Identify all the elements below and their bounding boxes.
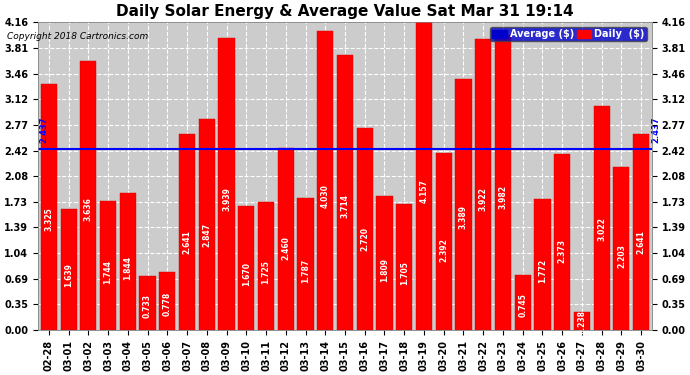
Bar <box>238 206 255 330</box>
Bar <box>416 22 432 330</box>
Text: 2.437: 2.437 <box>39 117 48 144</box>
Bar <box>199 119 215 330</box>
Bar <box>159 272 175 330</box>
Bar <box>258 202 274 330</box>
Text: 3.922: 3.922 <box>479 187 488 211</box>
Bar <box>633 134 649 330</box>
Bar <box>593 106 610 330</box>
Bar <box>554 154 570 330</box>
Text: 3.389: 3.389 <box>459 205 468 229</box>
Bar <box>475 39 491 330</box>
Bar <box>179 134 195 330</box>
Text: Copyright 2018 Cartronics.com: Copyright 2018 Cartronics.com <box>7 32 148 41</box>
Text: 1.705: 1.705 <box>400 261 408 285</box>
Bar <box>139 276 156 330</box>
Text: 1.844: 1.844 <box>124 256 132 280</box>
Bar <box>337 55 353 330</box>
Bar <box>317 32 333 330</box>
Bar <box>357 128 373 330</box>
Bar <box>61 209 77 330</box>
Text: 1.809: 1.809 <box>380 258 389 282</box>
Text: 3.636: 3.636 <box>84 197 93 220</box>
Bar <box>100 201 116 330</box>
Text: 1.725: 1.725 <box>262 261 270 284</box>
Text: 2.392: 2.392 <box>440 238 449 262</box>
Bar <box>534 199 551 330</box>
Text: 2.460: 2.460 <box>282 236 290 260</box>
Text: 4.030: 4.030 <box>321 184 330 207</box>
Text: 2.373: 2.373 <box>558 239 566 263</box>
Bar <box>435 153 452 330</box>
Bar <box>455 79 471 330</box>
Text: 1.772: 1.772 <box>538 259 547 283</box>
Bar <box>376 196 393 330</box>
Text: 2.437: 2.437 <box>651 117 660 144</box>
Text: 2.720: 2.720 <box>360 227 369 251</box>
Bar <box>277 148 294 330</box>
Legend: Average ($), Daily  ($): Average ($), Daily ($) <box>490 27 647 42</box>
Text: 4.157: 4.157 <box>420 179 428 203</box>
Text: 1.639: 1.639 <box>64 263 73 287</box>
Text: 1.744: 1.744 <box>104 260 112 284</box>
Bar <box>219 38 235 330</box>
Text: 2.641: 2.641 <box>183 230 192 254</box>
Bar <box>41 84 57 330</box>
Bar <box>515 275 531 330</box>
Text: 0.778: 0.778 <box>163 292 172 316</box>
Text: 0.238: 0.238 <box>578 310 586 334</box>
Bar <box>495 35 511 330</box>
Bar <box>396 204 413 330</box>
Bar <box>120 194 136 330</box>
Title: Daily Solar Energy & Average Value Sat Mar 31 19:14: Daily Solar Energy & Average Value Sat M… <box>116 4 574 19</box>
Text: 0.733: 0.733 <box>143 294 152 318</box>
Text: 2.641: 2.641 <box>637 230 646 254</box>
Text: 3.714: 3.714 <box>340 194 350 218</box>
Text: 3.022: 3.022 <box>597 217 606 241</box>
Bar <box>574 312 590 330</box>
Text: 3.982: 3.982 <box>498 185 507 209</box>
Text: 0.745: 0.745 <box>518 293 527 317</box>
Text: 2.847: 2.847 <box>202 223 211 247</box>
Text: 2.203: 2.203 <box>617 244 626 268</box>
Text: 3.325: 3.325 <box>44 207 53 231</box>
Text: 3.939: 3.939 <box>222 187 231 211</box>
Bar <box>297 198 314 330</box>
Text: 1.670: 1.670 <box>241 262 250 286</box>
Text: 1.787: 1.787 <box>301 258 310 282</box>
Bar <box>80 60 97 330</box>
Bar <box>613 167 629 330</box>
